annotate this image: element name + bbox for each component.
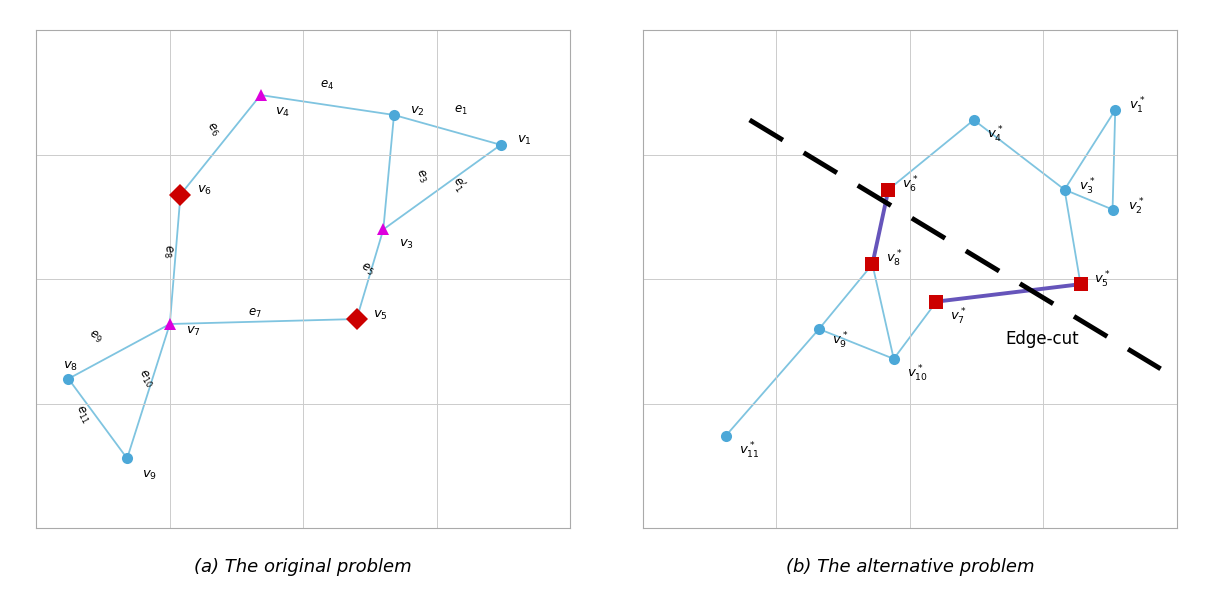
- Text: $e_8$: $e_8$: [160, 243, 175, 259]
- Text: (b) The alternative problem: (b) The alternative problem: [786, 558, 1033, 576]
- Text: $v_{8}$: $v_{8}$: [63, 360, 78, 373]
- Text: $e_{11}$: $e_{11}$: [72, 403, 92, 426]
- Text: $v_{1}$: $v_{1}$: [517, 134, 531, 148]
- Text: $v^*_{11}$: $v^*_{11}$: [739, 441, 759, 461]
- Text: $e_7$: $e_7$: [249, 307, 262, 320]
- Text: (a) The original problem: (a) The original problem: [194, 558, 412, 576]
- Text: $v^*_{5}$: $v^*_{5}$: [1094, 270, 1110, 290]
- Text: $v_{2}$: $v_{2}$: [410, 104, 425, 118]
- Text: $v_{9}$: $v_{9}$: [142, 469, 158, 483]
- Text: $v^*_{3}$: $v^*_{3}$: [1080, 177, 1097, 197]
- Text: $e_{1}'$: $e_{1}'$: [449, 173, 471, 194]
- Text: $e_9$: $e_9$: [86, 327, 104, 345]
- Text: Edge-cut: Edge-cut: [1006, 330, 1080, 348]
- Text: $e_{10}$: $e_{10}$: [135, 367, 156, 390]
- Text: $v_{7}$: $v_{7}$: [186, 325, 201, 338]
- Text: $v_{3}$: $v_{3}$: [399, 238, 415, 251]
- Text: $e_3$: $e_3$: [411, 166, 429, 185]
- Text: $v^*_{2}$: $v^*_{2}$: [1128, 197, 1144, 217]
- Text: $v^*_{10}$: $v^*_{10}$: [907, 364, 928, 384]
- Text: $v_{5}$: $v_{5}$: [372, 308, 387, 322]
- Text: $e_6$: $e_6$: [203, 120, 222, 140]
- Text: $e_1$: $e_1$: [454, 103, 467, 117]
- Text: $v^*_{6}$: $v^*_{6}$: [901, 175, 918, 195]
- Text: $v^*_{9}$: $v^*_{9}$: [832, 331, 849, 351]
- Text: $v_{4}$: $v_{4}$: [275, 106, 291, 119]
- Text: $v^*_{4}$: $v^*_{4}$: [987, 125, 1003, 145]
- Text: $v_{6}$: $v_{6}$: [197, 184, 211, 197]
- Text: $v^*_{1}$: $v^*_{1}$: [1128, 96, 1145, 116]
- Text: $v^*_{7}$: $v^*_{7}$: [950, 307, 967, 327]
- Text: $e_4$: $e_4$: [320, 78, 335, 92]
- Text: $e_5$: $e_5$: [358, 260, 376, 278]
- Text: $v^*_{8}$: $v^*_{8}$: [885, 249, 902, 270]
